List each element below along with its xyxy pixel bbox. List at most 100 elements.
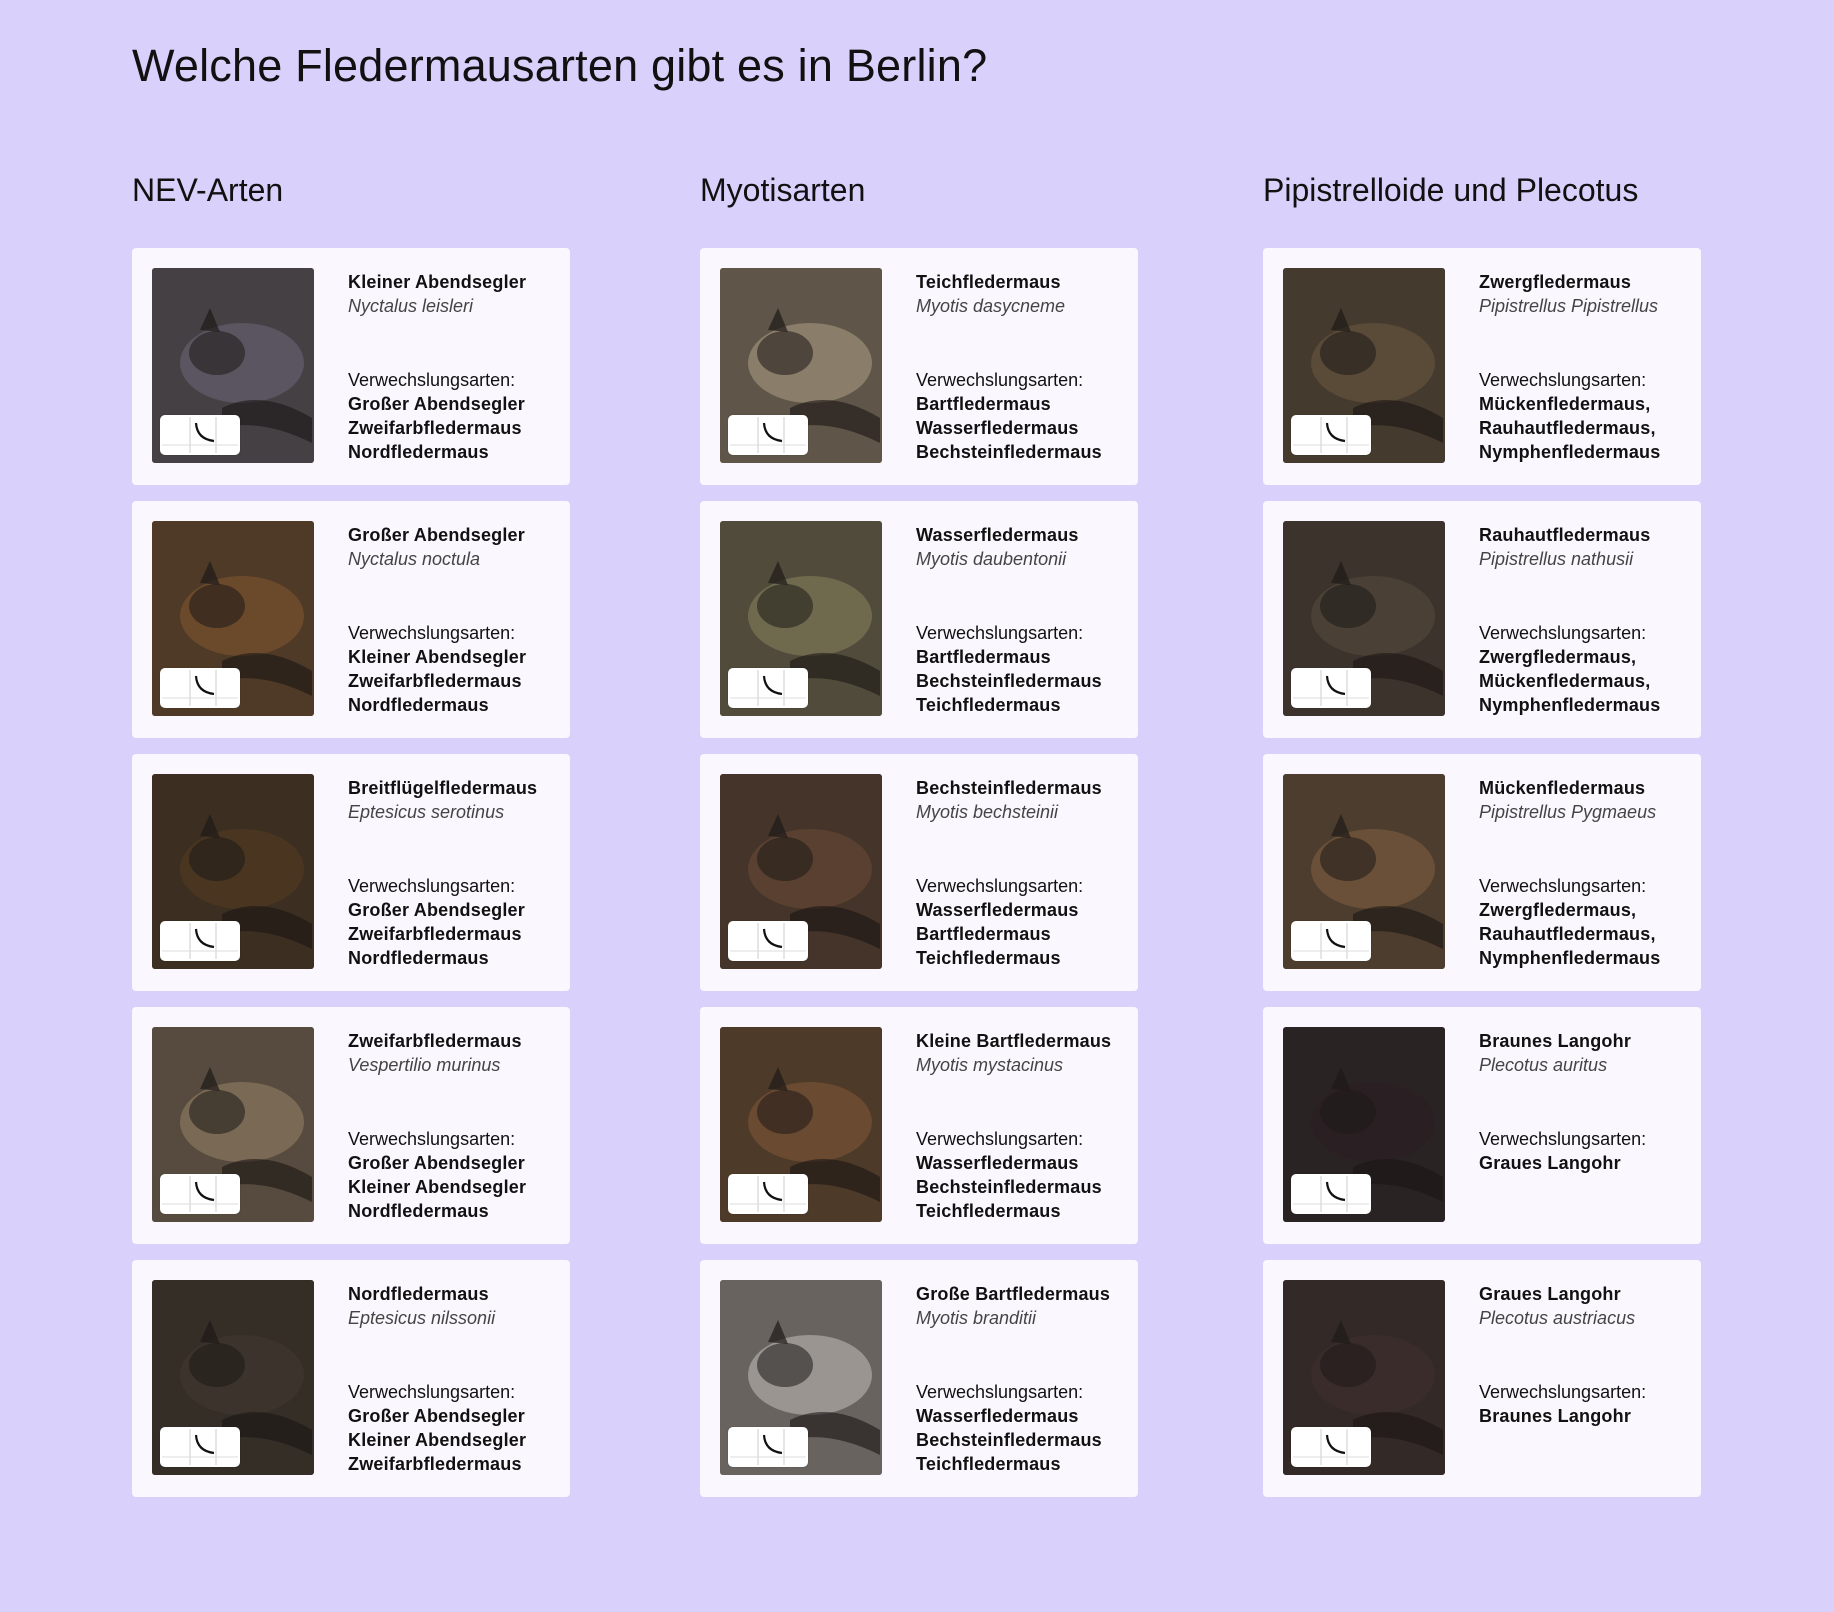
species-latin-name: Vespertilio murinus xyxy=(348,1055,501,1075)
species-card[interactable]: Breitflügelfledermaus Eptesicus serotinus… xyxy=(132,754,570,991)
species-card[interactable]: Kleine Bartfledermaus Myotis mystacinus Ve… xyxy=(700,1007,1138,1244)
column-3: Pipistrelloide und Plecotus Zwergflederma… xyxy=(1263,170,1701,1513)
species-info: Bechsteinfledermaus Myotis bechsteinii Ver… xyxy=(916,776,1128,970)
species-info: Braunes Langohr Plecotus auritus Verwechsl… xyxy=(1479,1029,1691,1175)
species-name: Graues Langohr xyxy=(1479,1284,1621,1304)
species-latin-name: Eptesicus serotinus xyxy=(348,802,505,822)
sonogram-icon xyxy=(728,668,808,708)
sonogram-icon xyxy=(1291,921,1371,961)
bat-photo xyxy=(1283,1027,1445,1222)
confusion-species: Großer Abendsegler xyxy=(348,1406,525,1426)
confusion-species: Wasserfledermaus xyxy=(916,900,1079,920)
species-name: Braunes Langohr xyxy=(1479,1031,1632,1051)
species-name: Bechsteinfledermaus xyxy=(916,778,1102,798)
species-latin-name: Nyctalus noctula xyxy=(348,549,481,569)
species-card[interactable]: Rauhautfledermaus Pipistrellus nathusii Ve… xyxy=(1263,501,1701,738)
confusion-species: Bechsteinfledermaus xyxy=(916,1430,1102,1450)
confusion-species: Nymphenfledermaus xyxy=(1479,695,1661,715)
sonogram-icon xyxy=(1291,668,1371,708)
bat-photo xyxy=(720,1027,882,1222)
species-latin-name: Pipistrellus Pygmaeus xyxy=(1479,802,1657,822)
confusion-label: Verwechslungsarten: xyxy=(1479,623,1647,643)
species-name: Nordfledermaus xyxy=(348,1284,489,1304)
confusion-species: Wasserfledermaus xyxy=(916,418,1079,438)
sonogram-icon xyxy=(1291,1174,1371,1214)
confusion-label: Verwechslungsarten: xyxy=(1479,1129,1647,1149)
species-latin-name: Pipistrellus Pipistrellus xyxy=(1479,296,1659,316)
confusion-species: Wasserfledermaus xyxy=(916,1153,1079,1173)
sonogram-icon xyxy=(728,415,808,455)
confusion-species: Mückenfledermaus, xyxy=(1479,671,1651,691)
bat-photo xyxy=(1283,521,1445,716)
species-name: Breitflügelfledermaus xyxy=(348,778,538,798)
column-heading: NEV-Arten xyxy=(132,172,284,208)
confusion-label: Verwechslungsarten: xyxy=(916,370,1084,390)
species-name: Zweifarbfledermaus xyxy=(348,1031,522,1051)
species-info: Graues Langohr Plecotus austriacus Verwech… xyxy=(1479,1282,1691,1428)
confusion-species: Kleiner Abendsegler xyxy=(348,1430,527,1450)
column-heading: Myotisarten xyxy=(700,172,866,208)
species-latin-name: Myotis branditii xyxy=(916,1308,1037,1328)
confusion-label: Verwechslungsarten: xyxy=(916,876,1084,896)
species-latin-name: Myotis mystacinus xyxy=(916,1055,1064,1075)
species-info: Rauhautfledermaus Pipistrellus nathusii Ve… xyxy=(1479,523,1691,717)
sonogram-icon xyxy=(1291,1427,1371,1467)
species-card[interactable]: Nordfledermaus Eptesicus nilssonii Verwech… xyxy=(132,1260,570,1497)
species-card[interactable]: Graues Langohr Plecotus austriacus Verwech… xyxy=(1263,1260,1701,1497)
species-info: Kleine Bartfledermaus Myotis mystacinus Ve… xyxy=(916,1029,1128,1223)
species-card[interactable]: Braunes Langohr Plecotus auritus Verwechsl… xyxy=(1263,1007,1701,1244)
sonogram-icon xyxy=(160,1427,240,1467)
confusion-species: Graues Langohr xyxy=(1479,1153,1621,1173)
sonogram-icon xyxy=(1291,415,1371,455)
species-card[interactable]: Kleiner Abendsegler Nyctalus leisleri Verw… xyxy=(132,248,570,485)
confusion-species: Bechsteinfledermaus xyxy=(916,671,1102,691)
confusion-species: Zweifarbfledermaus xyxy=(348,418,522,438)
confusion-label: Verwechslungsarten: xyxy=(1479,876,1647,896)
bat-photo xyxy=(152,774,314,969)
species-card[interactable]: Bechsteinfledermaus Myotis bechsteinii Ver… xyxy=(700,754,1138,991)
species-info: Wasserfledermaus Myotis daubentonii Verwec… xyxy=(916,523,1128,717)
sonogram-icon xyxy=(728,921,808,961)
species-name: Kleine Bartfledermaus xyxy=(916,1031,1112,1051)
confusion-species: Großer Abendsegler xyxy=(348,1153,525,1173)
species-name: Großer Abendsegler xyxy=(348,525,525,545)
species-name: Teichfledermaus xyxy=(916,272,1061,292)
page-title: Welche Fledermausarten gibt es in Berlin… xyxy=(132,40,988,91)
species-info: Zwergfledermaus Pipistrellus Pipistrellus… xyxy=(1479,270,1691,464)
confusion-species: Kleiner Abendsegler xyxy=(348,647,527,667)
species-info: Zweifarbfledermaus Vespertilio murinus Ver… xyxy=(348,1029,560,1223)
species-card[interactable]: Zweifarbfledermaus Vespertilio murinus Ver… xyxy=(132,1007,570,1244)
species-latin-name: Nyctalus leisleri xyxy=(348,296,474,316)
confusion-species: Bechsteinfledermaus xyxy=(916,1177,1102,1197)
species-card[interactable]: Mückenfledermaus Pipistrellus Pygmaeus Ver… xyxy=(1263,754,1701,991)
bat-photo xyxy=(720,521,882,716)
bat-photo xyxy=(1283,1280,1445,1475)
species-name: Zwergfledermaus xyxy=(1479,272,1632,292)
confusion-species: Wasserfledermaus xyxy=(916,1406,1079,1426)
species-name: Kleiner Abendsegler xyxy=(348,272,527,292)
confusion-species: Zweifarbfledermaus xyxy=(348,671,522,691)
species-name: Wasserfledermaus xyxy=(916,525,1079,545)
confusion-species: Zwergfledermaus, xyxy=(1479,900,1637,920)
bat-photo xyxy=(720,268,882,463)
species-info: Große Bartfledermaus Myotis branditii Verw… xyxy=(916,1282,1128,1476)
species-card[interactable]: Große Bartfledermaus Myotis branditii Verw… xyxy=(700,1260,1138,1497)
species-card[interactable]: Zwergfledermaus Pipistrellus Pipistrellus… xyxy=(1263,248,1701,485)
species-info: Kleiner Abendsegler Nyctalus leisleri Verw… xyxy=(348,270,560,464)
species-card[interactable]: Teichfledermaus Myotis dasycneme Verwechsl… xyxy=(700,248,1138,485)
confusion-species: Bartfledermaus xyxy=(916,647,1051,667)
bat-photo xyxy=(152,521,314,716)
column-2: Myotisarten Teichfledermaus Myotis dasycne… xyxy=(700,170,1138,1513)
confusion-label: Verwechslungsarten: xyxy=(348,876,516,896)
confusion-label: Verwechslungsarten: xyxy=(348,623,516,643)
confusion-label: Verwechslungsarten: xyxy=(1479,370,1647,390)
confusion-label: Verwechslungsarten: xyxy=(916,1382,1084,1402)
species-latin-name: Eptesicus nilssonii xyxy=(348,1308,496,1328)
species-card[interactable]: Großer Abendsegler Nyctalus noctula Verwec… xyxy=(132,501,570,738)
sonogram-icon xyxy=(160,415,240,455)
species-card[interactable]: Wasserfledermaus Myotis daubentonii Verwec… xyxy=(700,501,1138,738)
confusion-species: Nymphenfledermaus xyxy=(1479,442,1661,462)
species-latin-name: Myotis dasycneme xyxy=(916,296,1066,316)
column-heading: Pipistrelloide und Plecotus xyxy=(1263,172,1639,208)
confusion-label: Verwechslungsarten: xyxy=(916,623,1084,643)
